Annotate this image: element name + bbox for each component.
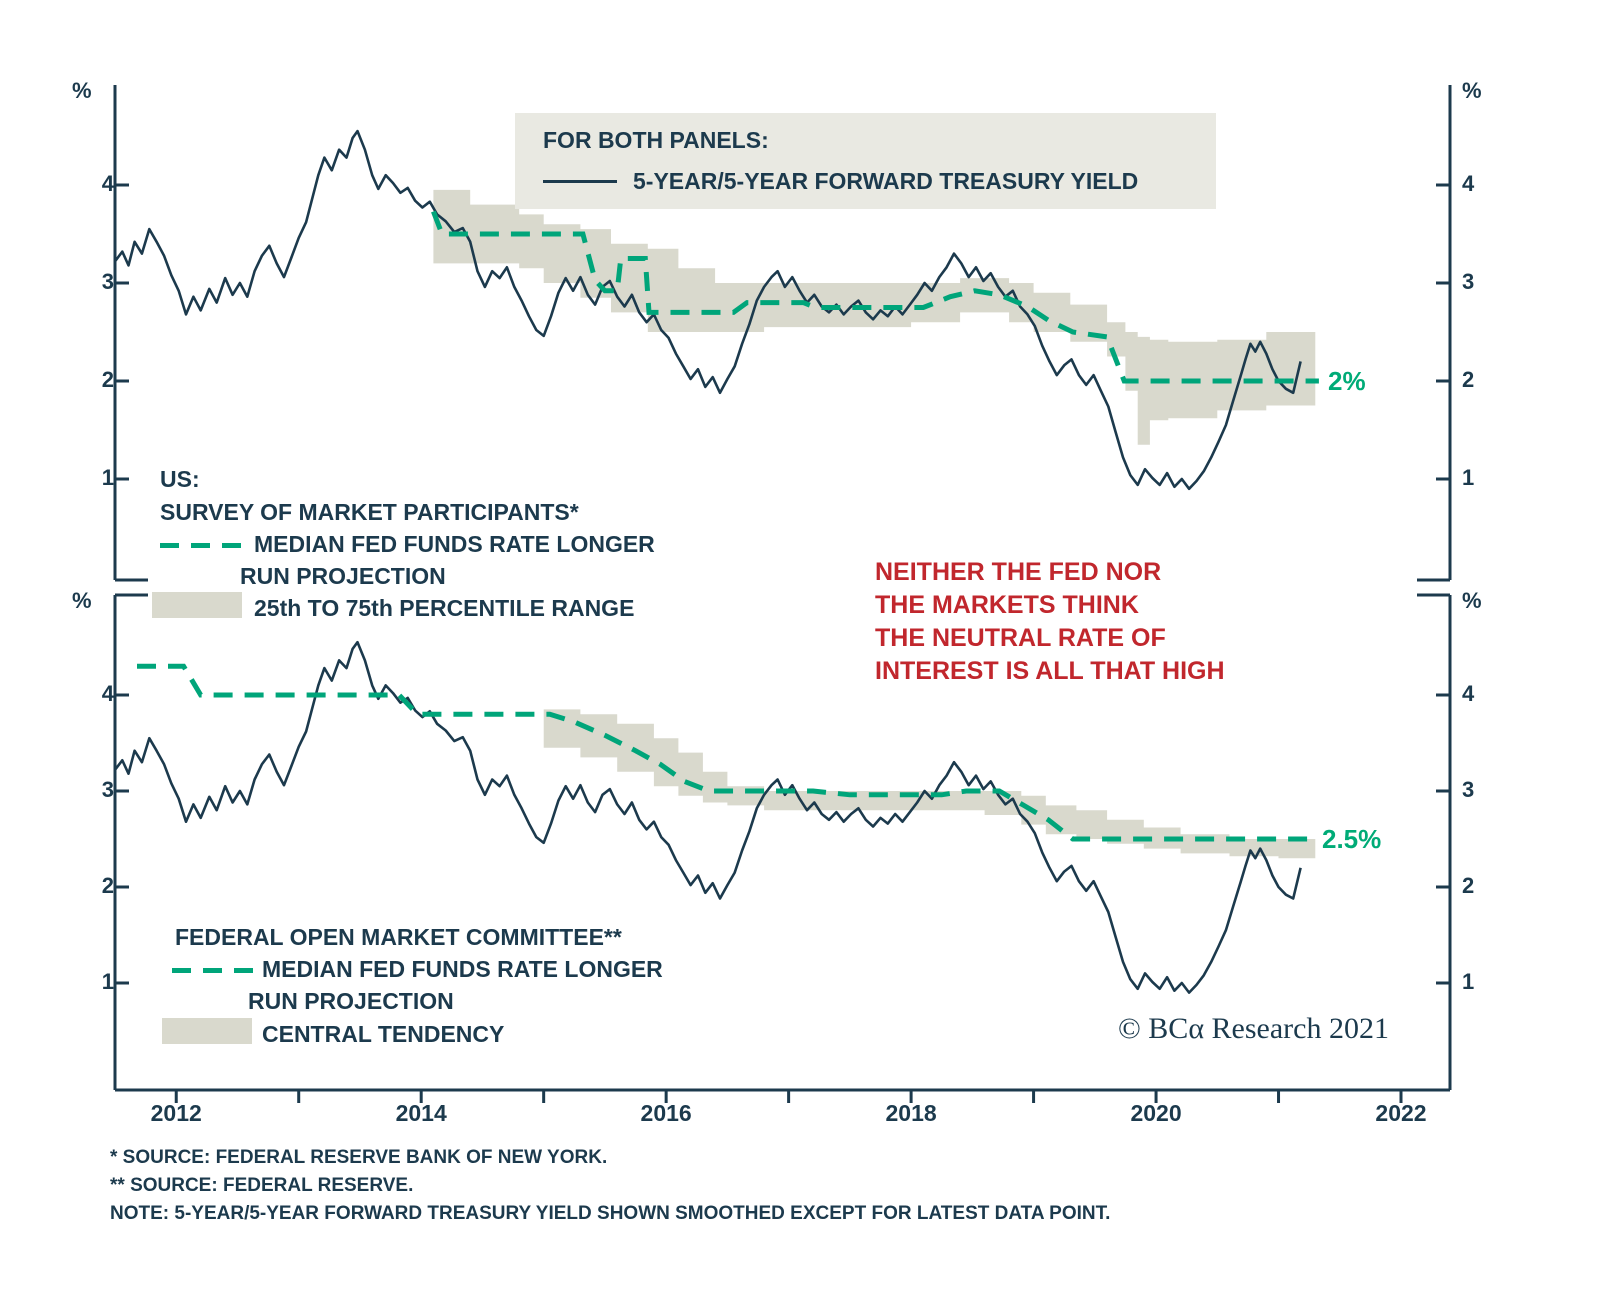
y-axis-tick-label: 1: [101, 465, 114, 490]
neutral-rate-annotation: NEITHER THE FED NOR THE MARKETS THINK TH…: [875, 556, 1225, 688]
top-legend-median-line1: MEDIAN FED FUNDS RATE LONGER: [254, 531, 655, 557]
y-axis-tick-label: 4: [1462, 171, 1475, 196]
y-axis-tick-label: 3: [1462, 777, 1475, 802]
bottom-median-dashed-line: [137, 663, 1319, 842]
bottom-legend-committee: FEDERAL OPEN MARKET COMMITTEE**: [175, 924, 622, 950]
y-axis-tick-label: 2: [101, 873, 114, 898]
y-axis-tick-label: 2: [101, 367, 114, 392]
footnote-note: NOTE: 5-YEAR/5-YEAR FORWARD TREASURY YIE…: [110, 1203, 1111, 1224]
footnote-source-2: ** SOURCE: FEDERAL RESERVE.: [110, 1175, 414, 1196]
y-axis-tick-label: 1: [1462, 969, 1475, 994]
copyright-notice: © BCα Research 2021: [1118, 1012, 1389, 1045]
legend-box-title: FOR BOTH PANELS:: [543, 127, 769, 153]
bottom-legend-median-line1: MEDIAN FED FUNDS RATE LONGER: [262, 956, 663, 982]
footnotes-block: * SOURCE: FEDERAL RESERVE BANK OF NEW YO…: [110, 1144, 1110, 1228]
x-axis-year-label: 2012: [150, 1100, 202, 1126]
y-axis-unit-top-right: %: [1462, 78, 1482, 103]
y-axis-unit-bottom-left: %: [72, 588, 92, 613]
y-axis-unit-top-left: %: [72, 78, 92, 103]
bottom-legend-band-label: CENTRAL TENDENCY: [262, 1021, 505, 1047]
x-axis-year-label: 2018: [885, 1100, 937, 1126]
footnote-source-1: * SOURCE: FEDERAL RESERVE BANK OF NEW YO…: [110, 1147, 608, 1168]
bottom-band: [543, 709, 1316, 859]
y-axis-tick-label: 4: [1462, 681, 1475, 706]
x-axis-year-label: 2016: [640, 1100, 692, 1126]
axes-frame: [113, 85, 1452, 1103]
top-legend-region: US:: [160, 466, 200, 492]
smp-median-dash-sample: [160, 543, 242, 548]
shared-legend-box: FOR BOTH PANELS: 5-YEAR/5-YEAR FORWARD T…: [515, 113, 1216, 209]
annotation-line-2: THE MARKETS THINK: [875, 591, 1139, 619]
y-axis-tick-label: 3: [1462, 269, 1475, 294]
central-tendency-band-sample: [162, 1018, 252, 1044]
x-axis-year-label: 2020: [1130, 1100, 1182, 1126]
panel-bottom-series: [116, 640, 1319, 994]
bottom-legend-median-line2: RUN PROJECTION: [248, 988, 454, 1014]
annotation-line-4: INTEREST IS ALL THAT HIGH: [875, 657, 1225, 685]
top-panel-end-value: 2%: [1328, 366, 1366, 396]
y-axis-tick-label: 4: [101, 681, 114, 706]
annotation-line-1: NEITHER THE FED NOR: [875, 558, 1162, 586]
bottom-treasury-yield-line: [116, 640, 1302, 994]
panel-top-series: [116, 129, 1319, 491]
x-axis-year-label: 2022: [1375, 1100, 1427, 1126]
percentile-band-sample: [152, 592, 242, 618]
fomc-median-dash-sample: [172, 968, 254, 973]
treasury-yield-line-sample: [543, 180, 617, 183]
y-axis-tick-label: 3: [101, 777, 114, 802]
y-axis-tick-label: 2: [1462, 367, 1475, 392]
top-treasury-yield-line: [116, 129, 1302, 491]
x-axis-year-label: 2014: [395, 1100, 447, 1126]
annotation-line-3: THE NEUTRAL RATE OF: [875, 624, 1166, 652]
bottom-panel-end-value: 2.5%: [1322, 824, 1382, 854]
y-axis-tick-label: 3: [101, 269, 114, 294]
y-axis-tick-label: 4: [101, 171, 114, 196]
y-axis-tick-label: 1: [101, 969, 114, 994]
y-axis-tick-label: 2: [1462, 873, 1475, 898]
top-legend-median-line2: RUN PROJECTION: [240, 563, 446, 589]
treasury-yield-label: 5-YEAR/5-YEAR FORWARD TREASURY YIELD: [633, 168, 1139, 194]
y-axis-tick-label: 1: [1462, 465, 1475, 490]
top-legend-survey: SURVEY OF MARKET PARTICIPANTS*: [160, 499, 579, 525]
top-legend-band-label: 25th TO 75th PERCENTILE RANGE: [254, 595, 635, 621]
y-axis-unit-bottom-right: %: [1462, 588, 1482, 613]
top-median-dashed-line: [431, 210, 1319, 384]
